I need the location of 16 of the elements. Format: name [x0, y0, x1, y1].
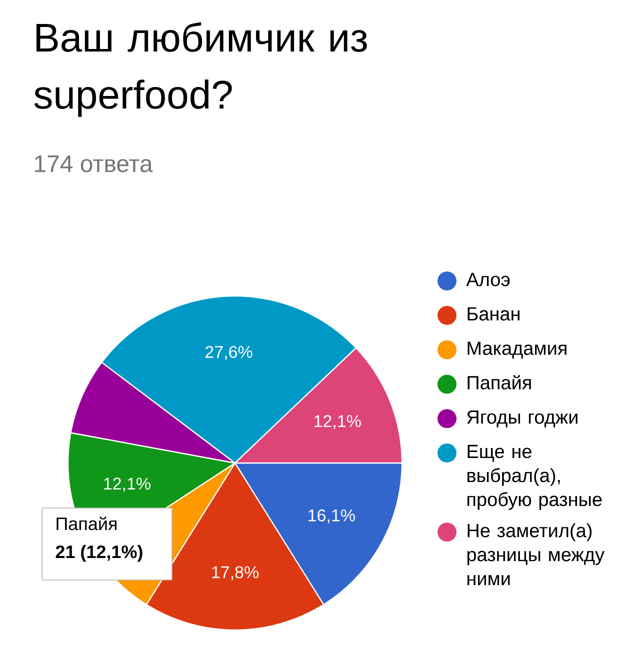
legend-label: Ягоды годжи [467, 410, 578, 428]
chart-subtitle: 174 ответа [35, 155, 153, 172]
data-label: 17,8% [212, 566, 258, 580]
data-label: 12,1% [314, 415, 361, 430]
data-label: 16,1% [308, 509, 355, 524]
legend-label: Не заметил(а) разницы между ними [467, 523, 604, 586]
data-label: 27,6% [206, 346, 252, 360]
legend-label: Банан [468, 307, 520, 321]
legend-label: Еще не выбрал(а), пробую разные [468, 444, 602, 510]
legend-label: Папайя [468, 375, 531, 390]
chart-title: Ваш любимчик из superfood? [34, 22, 367, 117]
legend-label: Алоэ [466, 272, 510, 286]
text: 21 (12,1%) [56, 544, 142, 562]
data-label: 12,1% [104, 478, 150, 492]
text: Папайя [56, 516, 116, 530]
legend-label: Макадамия [468, 342, 566, 359]
